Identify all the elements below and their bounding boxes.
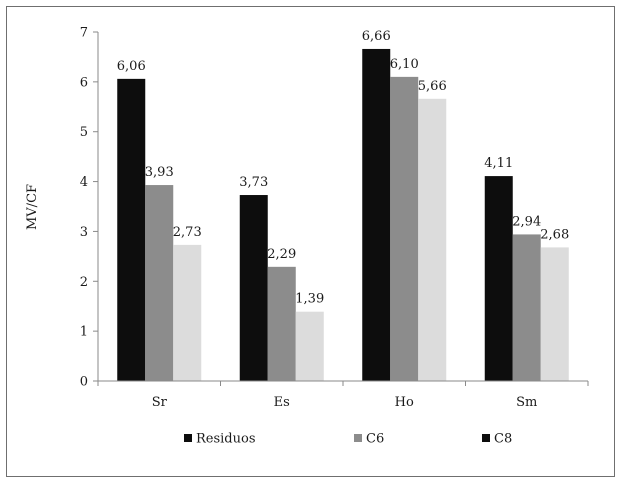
data-label: 4,11 [484, 156, 513, 171]
bar [267, 266, 296, 381]
data-label: 6,06 [117, 59, 146, 74]
bar [117, 78, 146, 381]
bar [484, 176, 513, 381]
y-tick-label: 6 [80, 75, 88, 90]
y-tick-label: 4 [80, 175, 88, 190]
x-tick-label: Es [274, 395, 290, 410]
data-label: 2,29 [267, 247, 296, 262]
bar [295, 311, 324, 381]
data-label: 2,94 [512, 214, 541, 229]
data-label: 2,73 [173, 225, 202, 240]
y-tick-label: 1 [80, 325, 88, 340]
legend-swatch [482, 434, 490, 442]
bars: 6,06 3,93 2,73 3,73 2,29 1,39 6,66 6,10 5,66 4,11… [117, 29, 569, 382]
bar [390, 76, 419, 381]
y-tick-label: 0 [80, 375, 88, 390]
bar [540, 247, 569, 381]
legend: Residuos C6 C8 [184, 432, 512, 447]
legend-swatch [184, 434, 192, 442]
bar [239, 195, 268, 381]
y-axis: 0 1 2 3 4 5 6 7 [80, 26, 99, 390]
data-label: 3,93 [145, 165, 174, 180]
data-label: 2,68 [540, 227, 569, 242]
bar [418, 98, 447, 382]
legend-label: Residuos [196, 432, 256, 447]
legend-label: C8 [494, 432, 512, 447]
data-label: 3,73 [239, 175, 268, 190]
y-tick-label: 3 [80, 225, 88, 240]
bar [362, 48, 391, 382]
data-label: 1,39 [295, 292, 324, 307]
x-tick-label: Sm [516, 395, 537, 410]
legend-swatch [354, 434, 362, 442]
y-tick-label: 2 [80, 275, 88, 290]
y-axis-label: MV/CF [25, 184, 40, 230]
legend-label: C6 [366, 432, 384, 447]
x-axis: Sr Es Ho Sm [97, 380, 589, 410]
y-tick-label: 7 [80, 26, 88, 41]
bar [173, 244, 202, 381]
data-label: 5,66 [418, 79, 447, 94]
bar [145, 185, 174, 381]
data-label: 6,66 [362, 29, 391, 44]
data-label: 6,10 [390, 57, 419, 72]
x-tick-label: Sr [152, 395, 168, 410]
x-tick-label: Ho [395, 395, 414, 410]
y-tick-label: 5 [80, 125, 88, 140]
bar [512, 234, 541, 381]
